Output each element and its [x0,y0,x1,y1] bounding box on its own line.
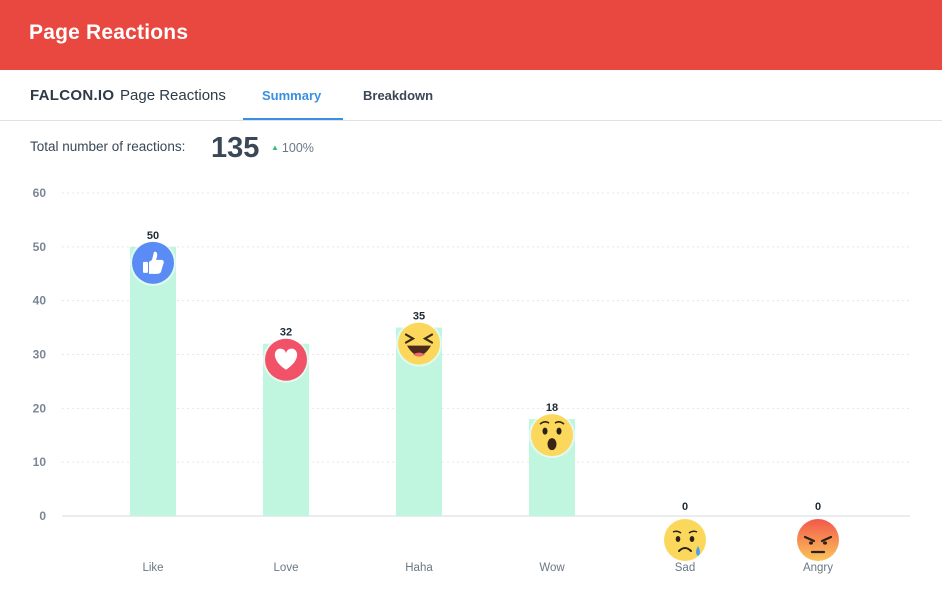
active-tab-indicator [243,118,343,120]
tab-bar: FALCON.IO Page Reactions Summary Breakdo… [0,70,942,121]
category-label-sad: Sad [675,562,695,574]
y-tick-label: 30 [33,348,47,362]
y-tick-label: 50 [33,240,47,254]
thumbs-up-icon [130,239,176,286]
section-title: Page Reactions [120,87,226,104]
value-label-sad: 0 [682,501,688,513]
total-reactions-label: Total number of reactions: [30,139,186,154]
change-indicator: ▲ 100% [271,141,314,155]
tab-breakdown[interactable]: Breakdown [363,88,434,103]
angry-face-icon [795,517,841,563]
reactions-bar-chart: 0 10 20 30 40 50 60 50 Like 32 Love 35 Haha 18 Wow 0 Sad… [33,186,910,574]
bar-like[interactable] [130,246,176,516]
heart-icon [263,336,309,383]
value-label-angry: 0 [815,501,821,513]
surprised-face-icon [529,412,575,459]
category-label-angry: Angry [803,562,833,574]
page-title: Page Reactions [29,21,189,44]
tab-summary[interactable]: Summary [262,88,322,103]
category-label-haha: Haha [405,562,433,574]
y-tick-label: 10 [33,455,47,469]
laughing-face-icon [396,320,442,367]
y-tick-label: 0 [39,509,46,523]
category-label-wow: Wow [539,562,565,574]
y-tick-label: 40 [33,294,47,308]
value-label-haha: 35 [413,311,425,323]
brand-name: FALCON.IO [30,87,115,104]
category-label-like: Like [142,562,163,574]
change-value: 100% [281,141,314,155]
y-tick-label: 20 [33,401,47,415]
value-label-wow: 18 [546,402,558,414]
up-arrow-icon: ▲ [271,143,279,152]
total-reactions-value: 135 [211,132,260,164]
header-bar: Page Reactions [0,0,942,70]
category-label-love: Love [274,562,299,574]
sad-face-icon [662,517,708,563]
value-label-love: 32 [280,327,292,339]
value-label-like: 50 [147,230,159,242]
y-tick-label: 60 [33,186,47,200]
